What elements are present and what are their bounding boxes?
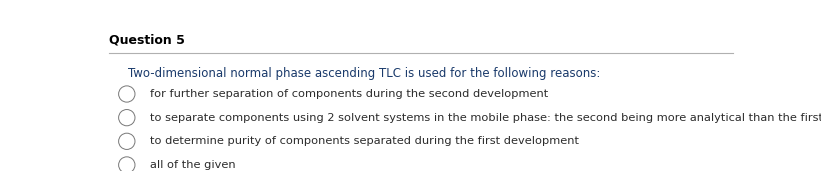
Text: Question 5: Question 5 bbox=[109, 33, 185, 46]
Text: to separate components using 2 solvent systems in the mobile phase: the second b: to separate components using 2 solvent s… bbox=[150, 113, 821, 123]
Text: all of the given: all of the given bbox=[150, 160, 236, 170]
Text: Two-dimensional normal phase ascending TLC is used for the following reasons:: Two-dimensional normal phase ascending T… bbox=[128, 67, 600, 80]
Text: for further separation of components during the second development: for further separation of components dur… bbox=[150, 89, 548, 99]
Text: to determine purity of components separated during the first development: to determine purity of components separa… bbox=[150, 136, 580, 146]
